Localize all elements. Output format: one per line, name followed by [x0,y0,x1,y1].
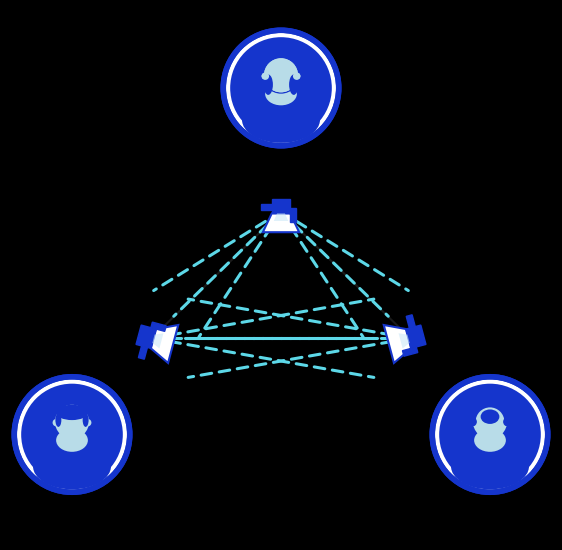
Circle shape [84,419,92,426]
Polygon shape [406,325,426,348]
Ellipse shape [264,74,273,95]
Circle shape [223,30,339,146]
Circle shape [261,73,269,80]
Circle shape [261,73,269,80]
Circle shape [262,57,300,94]
Circle shape [230,37,332,139]
Circle shape [473,405,507,439]
Polygon shape [290,208,296,222]
Polygon shape [151,325,178,363]
Ellipse shape [83,413,89,427]
Ellipse shape [56,429,88,452]
Circle shape [21,384,123,485]
Ellipse shape [474,429,506,452]
Circle shape [293,73,301,80]
Circle shape [264,58,298,92]
Circle shape [293,73,301,80]
FancyBboxPatch shape [485,416,495,439]
Ellipse shape [289,74,298,95]
Polygon shape [402,347,418,356]
Ellipse shape [56,405,88,420]
Polygon shape [138,346,147,359]
Polygon shape [136,325,156,348]
Polygon shape [406,315,415,328]
Circle shape [55,405,89,439]
Circle shape [264,58,298,92]
Ellipse shape [265,82,297,106]
Circle shape [470,419,478,426]
Ellipse shape [481,409,500,424]
Polygon shape [272,199,290,213]
Polygon shape [274,213,288,221]
Ellipse shape [56,413,61,427]
Ellipse shape [451,443,529,490]
Polygon shape [261,205,272,210]
Circle shape [439,384,541,485]
Ellipse shape [33,443,111,490]
FancyBboxPatch shape [67,416,77,439]
Circle shape [14,377,130,492]
FancyBboxPatch shape [276,70,286,93]
Polygon shape [398,333,410,349]
Circle shape [503,417,513,427]
Polygon shape [151,322,166,331]
Polygon shape [263,213,299,232]
Polygon shape [152,333,164,349]
Circle shape [53,419,60,426]
Polygon shape [384,325,411,363]
Ellipse shape [272,65,290,84]
Ellipse shape [242,97,320,143]
Circle shape [432,377,548,492]
Circle shape [468,417,477,427]
Circle shape [502,419,509,426]
